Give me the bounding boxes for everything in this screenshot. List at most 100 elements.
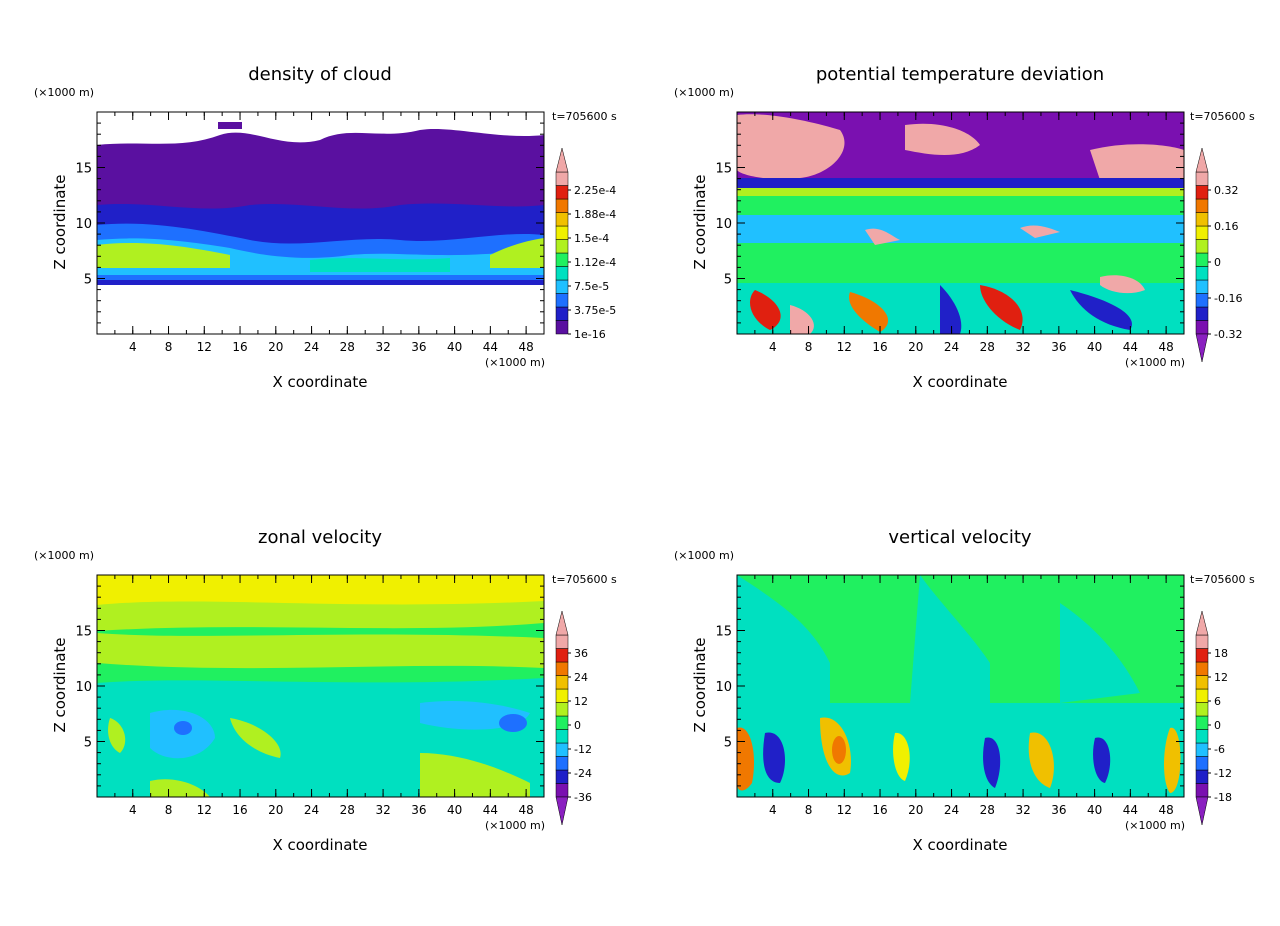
chart-svg-potential-temperature: potential temperature deviation (×1000 m… <box>674 64 1255 391</box>
x-tick-label: 20 <box>908 803 923 817</box>
colorbar-label: 1.88e-4 <box>574 208 616 221</box>
x-tick-label: 24 <box>944 803 959 817</box>
colorbar-band <box>555 688 569 703</box>
colorbar-band <box>1195 715 1209 730</box>
y-ticks: 5 10 15 <box>715 585 1184 787</box>
colorbar-low-arrow <box>1195 333 1209 363</box>
colorbar-label: -36 <box>574 791 592 804</box>
colorbar-band <box>1195 252 1209 267</box>
colorbar-band <box>1195 729 1209 744</box>
colorbar-band <box>555 729 569 744</box>
y-axis-label: Z coordinate <box>51 637 69 732</box>
colorbar-label: 6 <box>1214 695 1221 708</box>
colorbar-label: 0 <box>1214 256 1221 269</box>
colorbar-band <box>1195 675 1209 690</box>
x-tick-label: 24 <box>944 340 959 354</box>
x-tick-label: 28 <box>980 340 995 354</box>
x-tick-label: 48 <box>1158 803 1173 817</box>
colorbar-band <box>1195 225 1209 240</box>
colorbar-band <box>555 293 569 308</box>
x-tick-label: 8 <box>805 340 813 354</box>
x-tick-label: 48 <box>518 803 533 817</box>
x-tick-label: 32 <box>1015 340 1030 354</box>
y-unit-label: (×1000 m) <box>34 549 94 562</box>
y-tick-label: 15 <box>715 625 732 640</box>
colorbar-band <box>555 648 569 663</box>
colorbar-band <box>1195 634 1209 649</box>
colorbar-band <box>1195 266 1209 281</box>
y-tick-label: 10 <box>715 217 732 232</box>
colorbar-label: 36 <box>574 647 588 660</box>
colorbar-label: -24 <box>574 767 592 780</box>
colorbar-label: -0.32 <box>1214 328 1242 341</box>
x-tick-label: 12 <box>837 340 852 354</box>
chart-svg-cloud-density: density of cloud (×1000 m) t=705600 s X … <box>34 64 617 391</box>
colorbar-band <box>1195 648 1209 663</box>
colorbar-band <box>1195 293 1209 308</box>
colorbar-label: 7.5e-5 <box>574 280 609 293</box>
colorbar-label: 1.12e-4 <box>574 256 616 269</box>
x-ticks: 4 8 12 16 20 24 28 32 36 40 44 48 <box>114 575 534 817</box>
x-tick-label: 16 <box>232 803 247 817</box>
x-tick-label: 24 <box>304 803 319 817</box>
x-tick-label: 40 <box>1087 340 1102 354</box>
colorbar-band <box>555 783 569 798</box>
colorbar-band <box>555 171 569 186</box>
colorbar-low-arrow <box>1195 796 1209 826</box>
colorbar-label: -12 <box>1214 767 1232 780</box>
x-tick-label: 8 <box>165 340 173 354</box>
colorbar-band <box>555 715 569 730</box>
colorbar-band <box>555 198 569 213</box>
x-tick-label: 44 <box>1123 340 1138 354</box>
colorbar-label: -6 <box>1214 743 1225 756</box>
colorbar-band <box>555 225 569 240</box>
chart-title: vertical velocity <box>888 527 1032 548</box>
x-tick-label: 40 <box>447 803 462 817</box>
x-axis-label: X coordinate <box>912 836 1007 854</box>
x-tick-label: 44 <box>483 340 498 354</box>
x-tick-label: 12 <box>197 340 212 354</box>
y-tick-label: 10 <box>715 680 732 695</box>
time-label: t=705600 s <box>1190 110 1255 123</box>
colorbar-high-arrow <box>1195 610 1209 636</box>
x-tick-label: 12 <box>197 803 212 817</box>
y-ticks: 5 10 15 <box>715 122 1184 324</box>
x-unit-label: (×1000 m) <box>1125 356 1185 369</box>
time-label: t=705600 s <box>1190 573 1255 586</box>
colorbar-band <box>555 239 569 254</box>
colorbar-label: 0.16 <box>1214 220 1239 233</box>
colorbar-label: 0 <box>1214 719 1221 732</box>
x-ticks: 4 8 12 16 20 24 28 32 36 40 44 48 <box>754 575 1174 817</box>
y-tick-label: 15 <box>715 162 732 177</box>
x-tick-label: 40 <box>447 340 462 354</box>
colorbar-band <box>1195 320 1209 335</box>
colorbar-high-arrow <box>555 610 569 636</box>
colorbar-high-arrow <box>555 147 569 173</box>
colorbar-band <box>555 252 569 267</box>
x-tick-label: 40 <box>1087 803 1102 817</box>
x-ticks: 4 8 12 16 20 24 28 32 36 40 44 48 <box>754 112 1174 354</box>
colorbar-band <box>555 634 569 649</box>
y-tick-label: 10 <box>75 680 92 695</box>
x-axis-label: X coordinate <box>272 836 367 854</box>
colorbar-label: 18 <box>1214 647 1228 660</box>
colorbar-band <box>555 742 569 757</box>
x-tick-label: 20 <box>908 340 923 354</box>
x-tick-label: 8 <box>805 803 813 817</box>
x-tick-label: 8 <box>165 803 173 817</box>
x-tick-label: 36 <box>411 803 426 817</box>
y-tick-label: 15 <box>75 625 92 640</box>
colorbar-label: -12 <box>574 743 592 756</box>
colorbar-band <box>555 266 569 281</box>
field-fill <box>737 112 1184 334</box>
colorbar-band <box>1195 742 1209 757</box>
colorbar-low-arrow <box>555 796 569 826</box>
x-tick-label: 20 <box>268 803 283 817</box>
y-axis-label: Z coordinate <box>691 637 709 732</box>
colorbar-band <box>555 306 569 321</box>
colorbar-label: -0.16 <box>1214 292 1242 305</box>
colorbar-label: 0.32 <box>1214 184 1239 197</box>
x-tick-label: 48 <box>1158 340 1173 354</box>
x-tick-label: 4 <box>129 340 137 354</box>
chart-svg-zonal-velocity: zonal velocity (×1000 m) t=705600 s X co… <box>34 527 617 854</box>
